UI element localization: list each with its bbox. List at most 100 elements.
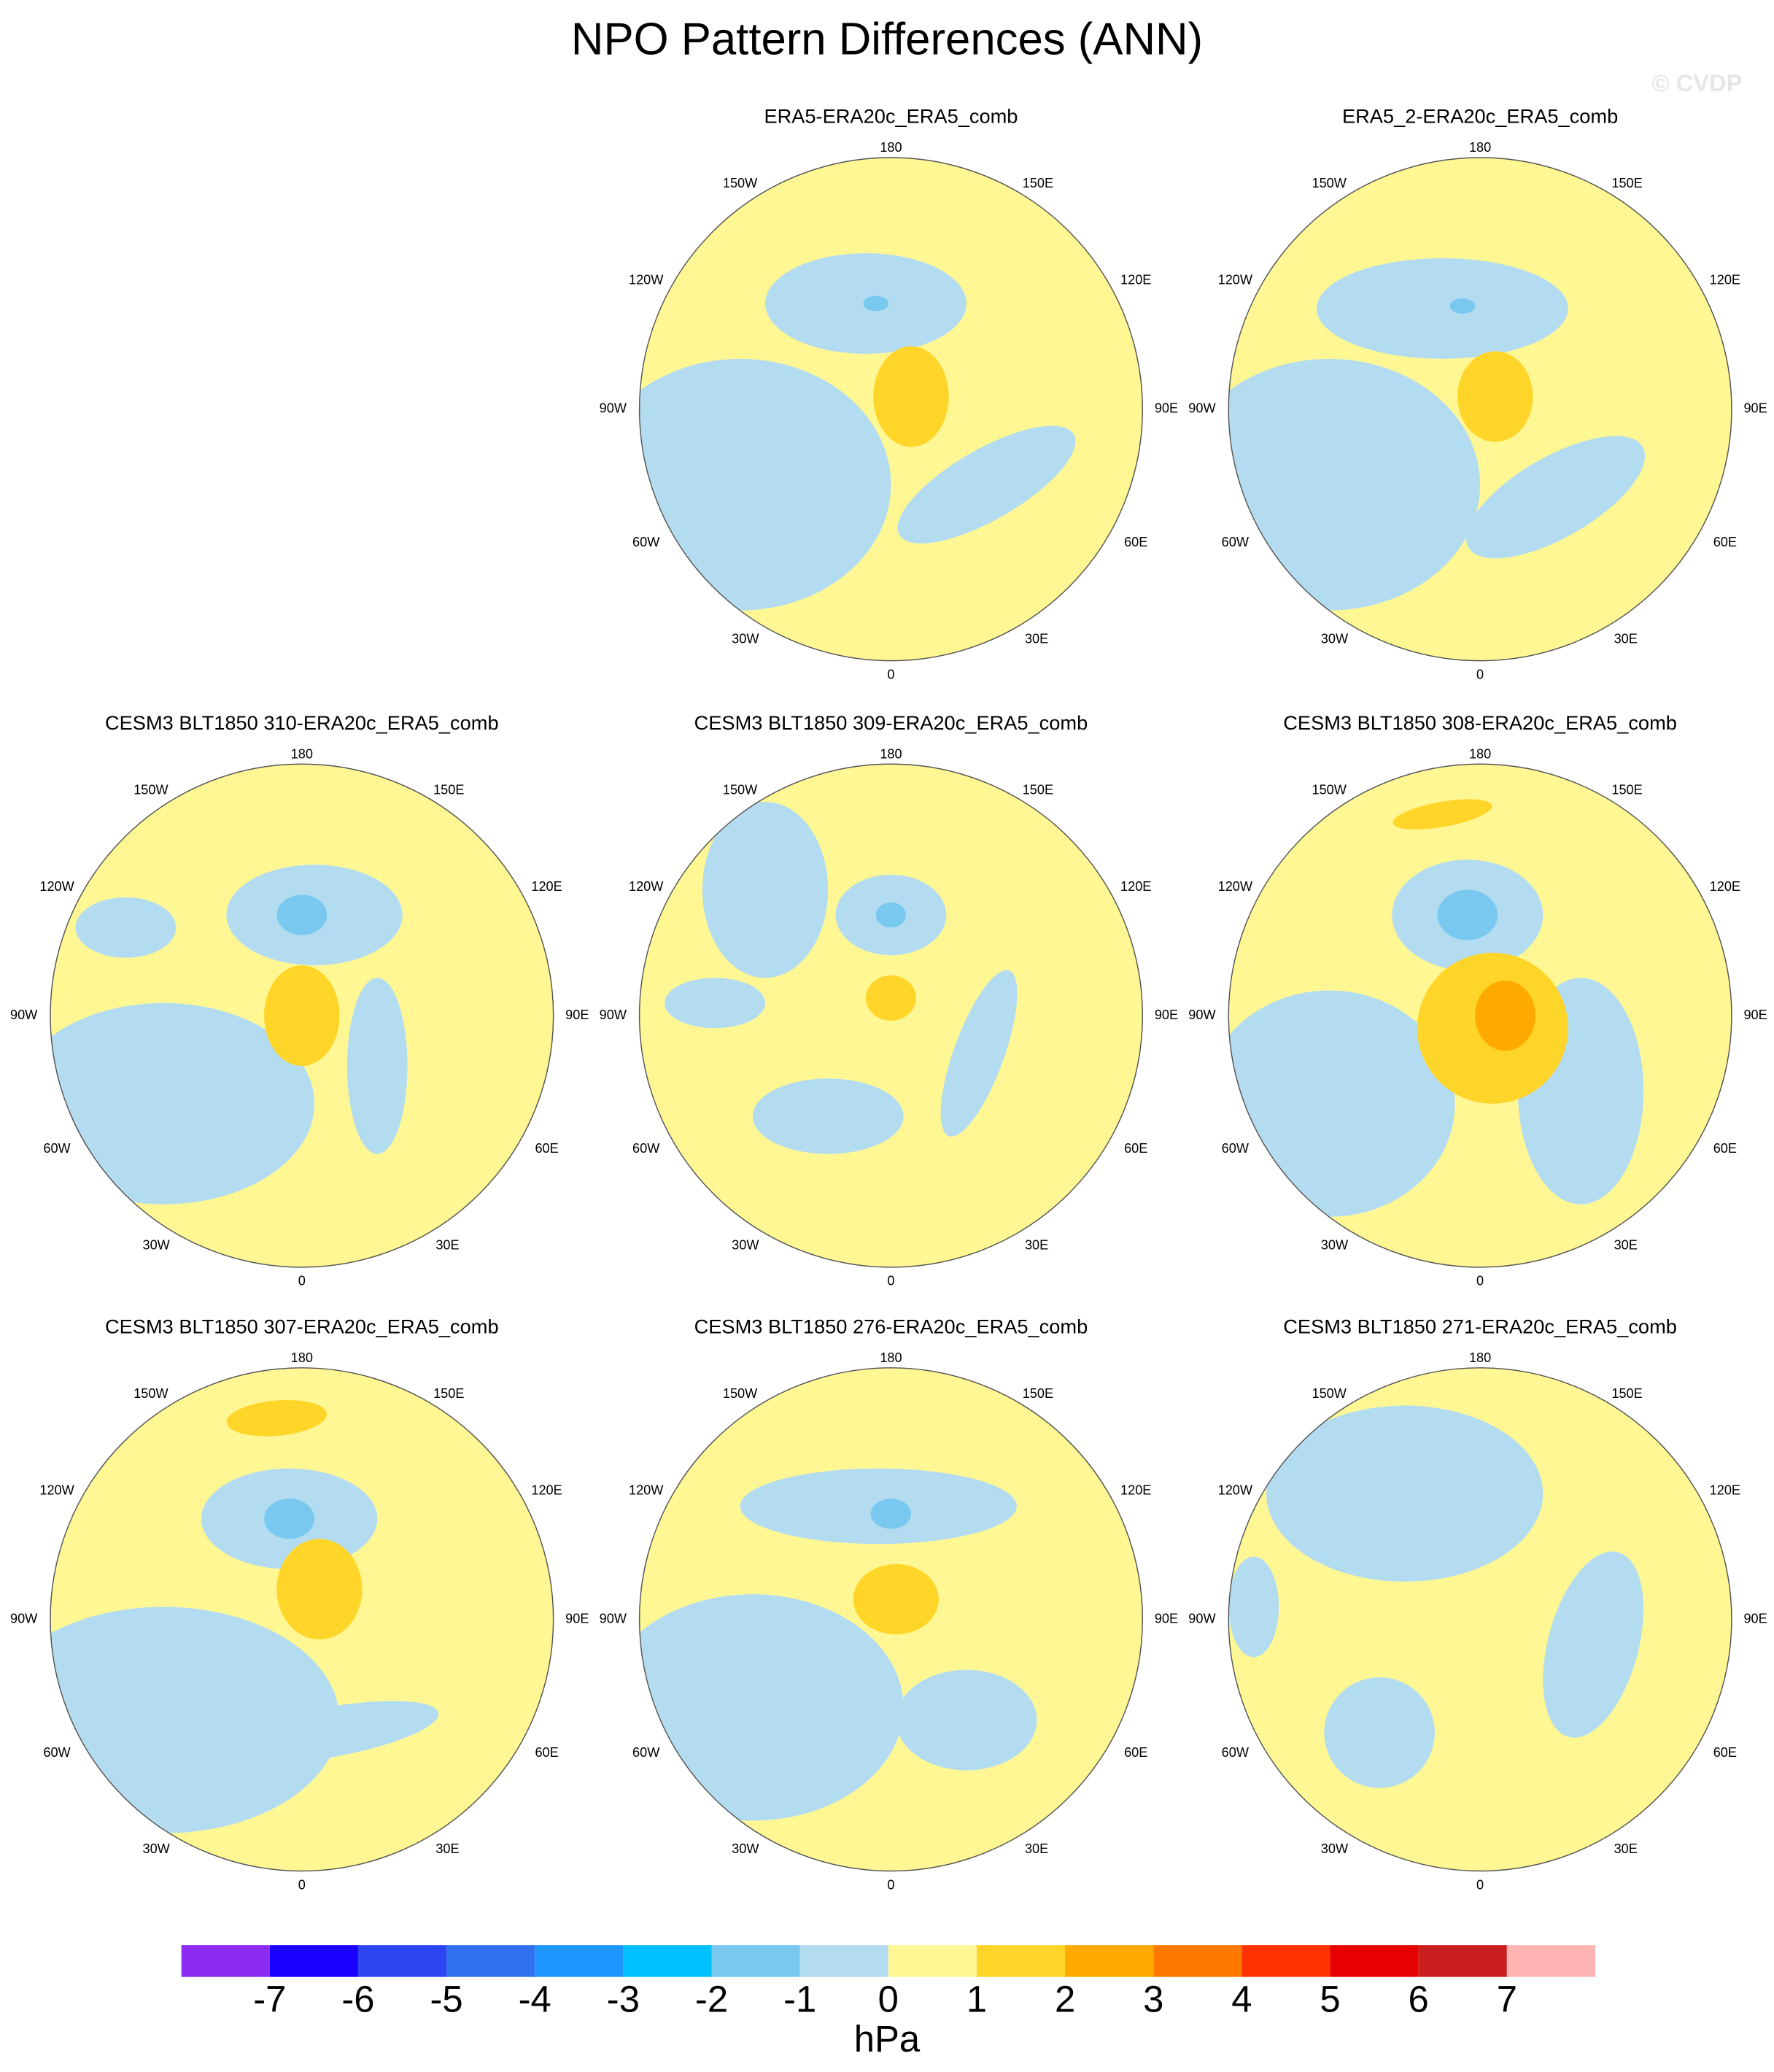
colorbar-label: -7 [253, 1979, 286, 2020]
map-border [638, 763, 1144, 1268]
colorbar-box [535, 1945, 624, 1977]
contour-region [264, 1499, 315, 1539]
colorbar-box [1418, 1945, 1507, 1977]
colorbar-box [357, 1945, 447, 1977]
longitude-label: 150E [1023, 1386, 1053, 1401]
longitude-label: 150E [1611, 1386, 1642, 1401]
longitude-label: 180 [1469, 746, 1491, 761]
map-panel: CESM3 BLT1850 308-ERA20c_ERA5_comb 180 150… [1188, 711, 1767, 1288]
longitude-label: 180 [291, 1350, 313, 1365]
colorbar-label: -3 [607, 1979, 640, 2020]
longitude-label: 90E [1155, 401, 1178, 416]
contour-region [276, 894, 328, 935]
longitude-label: 150E [1023, 176, 1053, 190]
contour-region [1393, 799, 1492, 830]
longitude-label: 120E [531, 1483, 562, 1497]
longitude-label: 30E [1025, 631, 1048, 646]
colorbar-box [976, 1945, 1066, 1977]
longitude-label: 150E [1023, 782, 1053, 797]
longitude-label: 30E [435, 1841, 459, 1856]
longitude-label: 0 [1476, 1274, 1484, 1288]
contour-region [226, 1400, 328, 1437]
colorbar-box [711, 1945, 800, 1977]
longitude-label: 90E [565, 1611, 589, 1625]
contour-region [1437, 889, 1498, 940]
longitude-label: 120W [39, 879, 74, 894]
longitude-label: 180 [1469, 140, 1491, 155]
colorbar-label: 5 [1320, 1979, 1340, 2020]
longitude-label: 60E [1124, 1141, 1147, 1156]
colorbar-label: 3 [1143, 1979, 1163, 2020]
longitude-label: 90W [600, 1611, 627, 1625]
map-border [638, 157, 1144, 662]
longitude-label: 60E [1713, 1141, 1737, 1156]
panel-title: CESM3 BLT1850 310-ERA20c_ERA5_comb [105, 711, 499, 734]
longitude-label: 90W [1188, 401, 1216, 416]
longitude-label: 150E [1611, 176, 1642, 190]
longitude-label: 150W [1312, 1386, 1347, 1401]
colorbar-box [269, 1945, 358, 1977]
longitude-label: 150W [723, 1386, 758, 1401]
figure-title: NPO Pattern Differences (ANN) [571, 14, 1203, 64]
colorbar-label: 7 [1497, 1979, 1517, 2020]
map-panel: CESM3 BLT1850 307-ERA20c_ERA5_comb 180 150… [10, 1315, 589, 1893]
longitude-label: 120W [629, 879, 664, 894]
longitude-label: 30W [1321, 1238, 1349, 1253]
longitude-label: 90W [1188, 1611, 1216, 1625]
longitude-label: 120E [1120, 1483, 1151, 1497]
longitude-label: 0 [887, 667, 894, 681]
longitude-label: 150W [133, 1386, 169, 1401]
colorbar-label: -5 [430, 1979, 462, 2020]
colorbar-unit: hPa [854, 2018, 921, 2060]
longitude-label: 60W [43, 1141, 71, 1156]
longitude-label: 30E [435, 1238, 459, 1253]
contour-region [1228, 358, 1481, 611]
longitude-label: 30W [1321, 631, 1349, 646]
colorbar-label: 2 [1055, 1979, 1075, 2020]
longitude-label: 30W [1321, 1841, 1349, 1856]
map-border [50, 763, 554, 1268]
colorbar-box [1242, 1945, 1330, 1977]
longitude-label: 120W [629, 1483, 664, 1497]
contour-region [1228, 1556, 1279, 1658]
longitude-label: 0 [298, 1877, 306, 1892]
longitude-label: 90E [1743, 401, 1767, 416]
panel-title: CESM3 BLT1850 276-ERA20c_ERA5_comb [694, 1315, 1088, 1338]
longitude-label: 120W [629, 273, 664, 287]
longitude-label: 30W [732, 1841, 759, 1856]
longitude-label: 90E [1743, 1008, 1767, 1022]
longitude-label: 180 [291, 746, 313, 761]
contour-region [1475, 980, 1535, 1051]
colorbar-label: 0 [878, 1979, 899, 2020]
contour-region [752, 1078, 904, 1154]
contour-region [75, 897, 177, 958]
longitude-label: 150E [1611, 782, 1642, 797]
contour-region [897, 425, 1076, 544]
longitude-label: 150W [723, 176, 758, 190]
longitude-label: 60W [632, 535, 660, 549]
longitude-label: 120W [1218, 879, 1253, 894]
longitude-label: 30E [1025, 1841, 1048, 1856]
contour-region [346, 978, 408, 1154]
longitude-label: 120W [1218, 273, 1253, 287]
panel-title: CESM3 BLT1850 308-ERA20c_ERA5_comb [1283, 711, 1677, 734]
longitude-label: 60E [1124, 535, 1147, 549]
map-border [1228, 157, 1732, 662]
map-panel: ERA5-ERA20c_ERA5_comb 180 150E 120E 90E 60E 30… [600, 105, 1178, 682]
field [1228, 1405, 1644, 1788]
field [1228, 258, 1646, 611]
longitude-label: 0 [1476, 667, 1484, 681]
longitude-label: 90E [1743, 1611, 1767, 1625]
longitude-label: 90W [10, 1008, 38, 1022]
longitude-label: 60W [1222, 1141, 1250, 1156]
contour-region [940, 970, 1018, 1137]
colorbar-box [799, 1945, 888, 1977]
contour-region [870, 1499, 912, 1529]
longitude-label: 90W [600, 1008, 627, 1022]
colorbar-label: -6 [341, 1979, 374, 2020]
contour-region [1465, 436, 1646, 559]
contour-region [1457, 351, 1533, 442]
longitude-label: 0 [887, 1274, 894, 1288]
longitude-label: 120E [1710, 879, 1740, 894]
longitude-label: 60W [1222, 1745, 1250, 1760]
